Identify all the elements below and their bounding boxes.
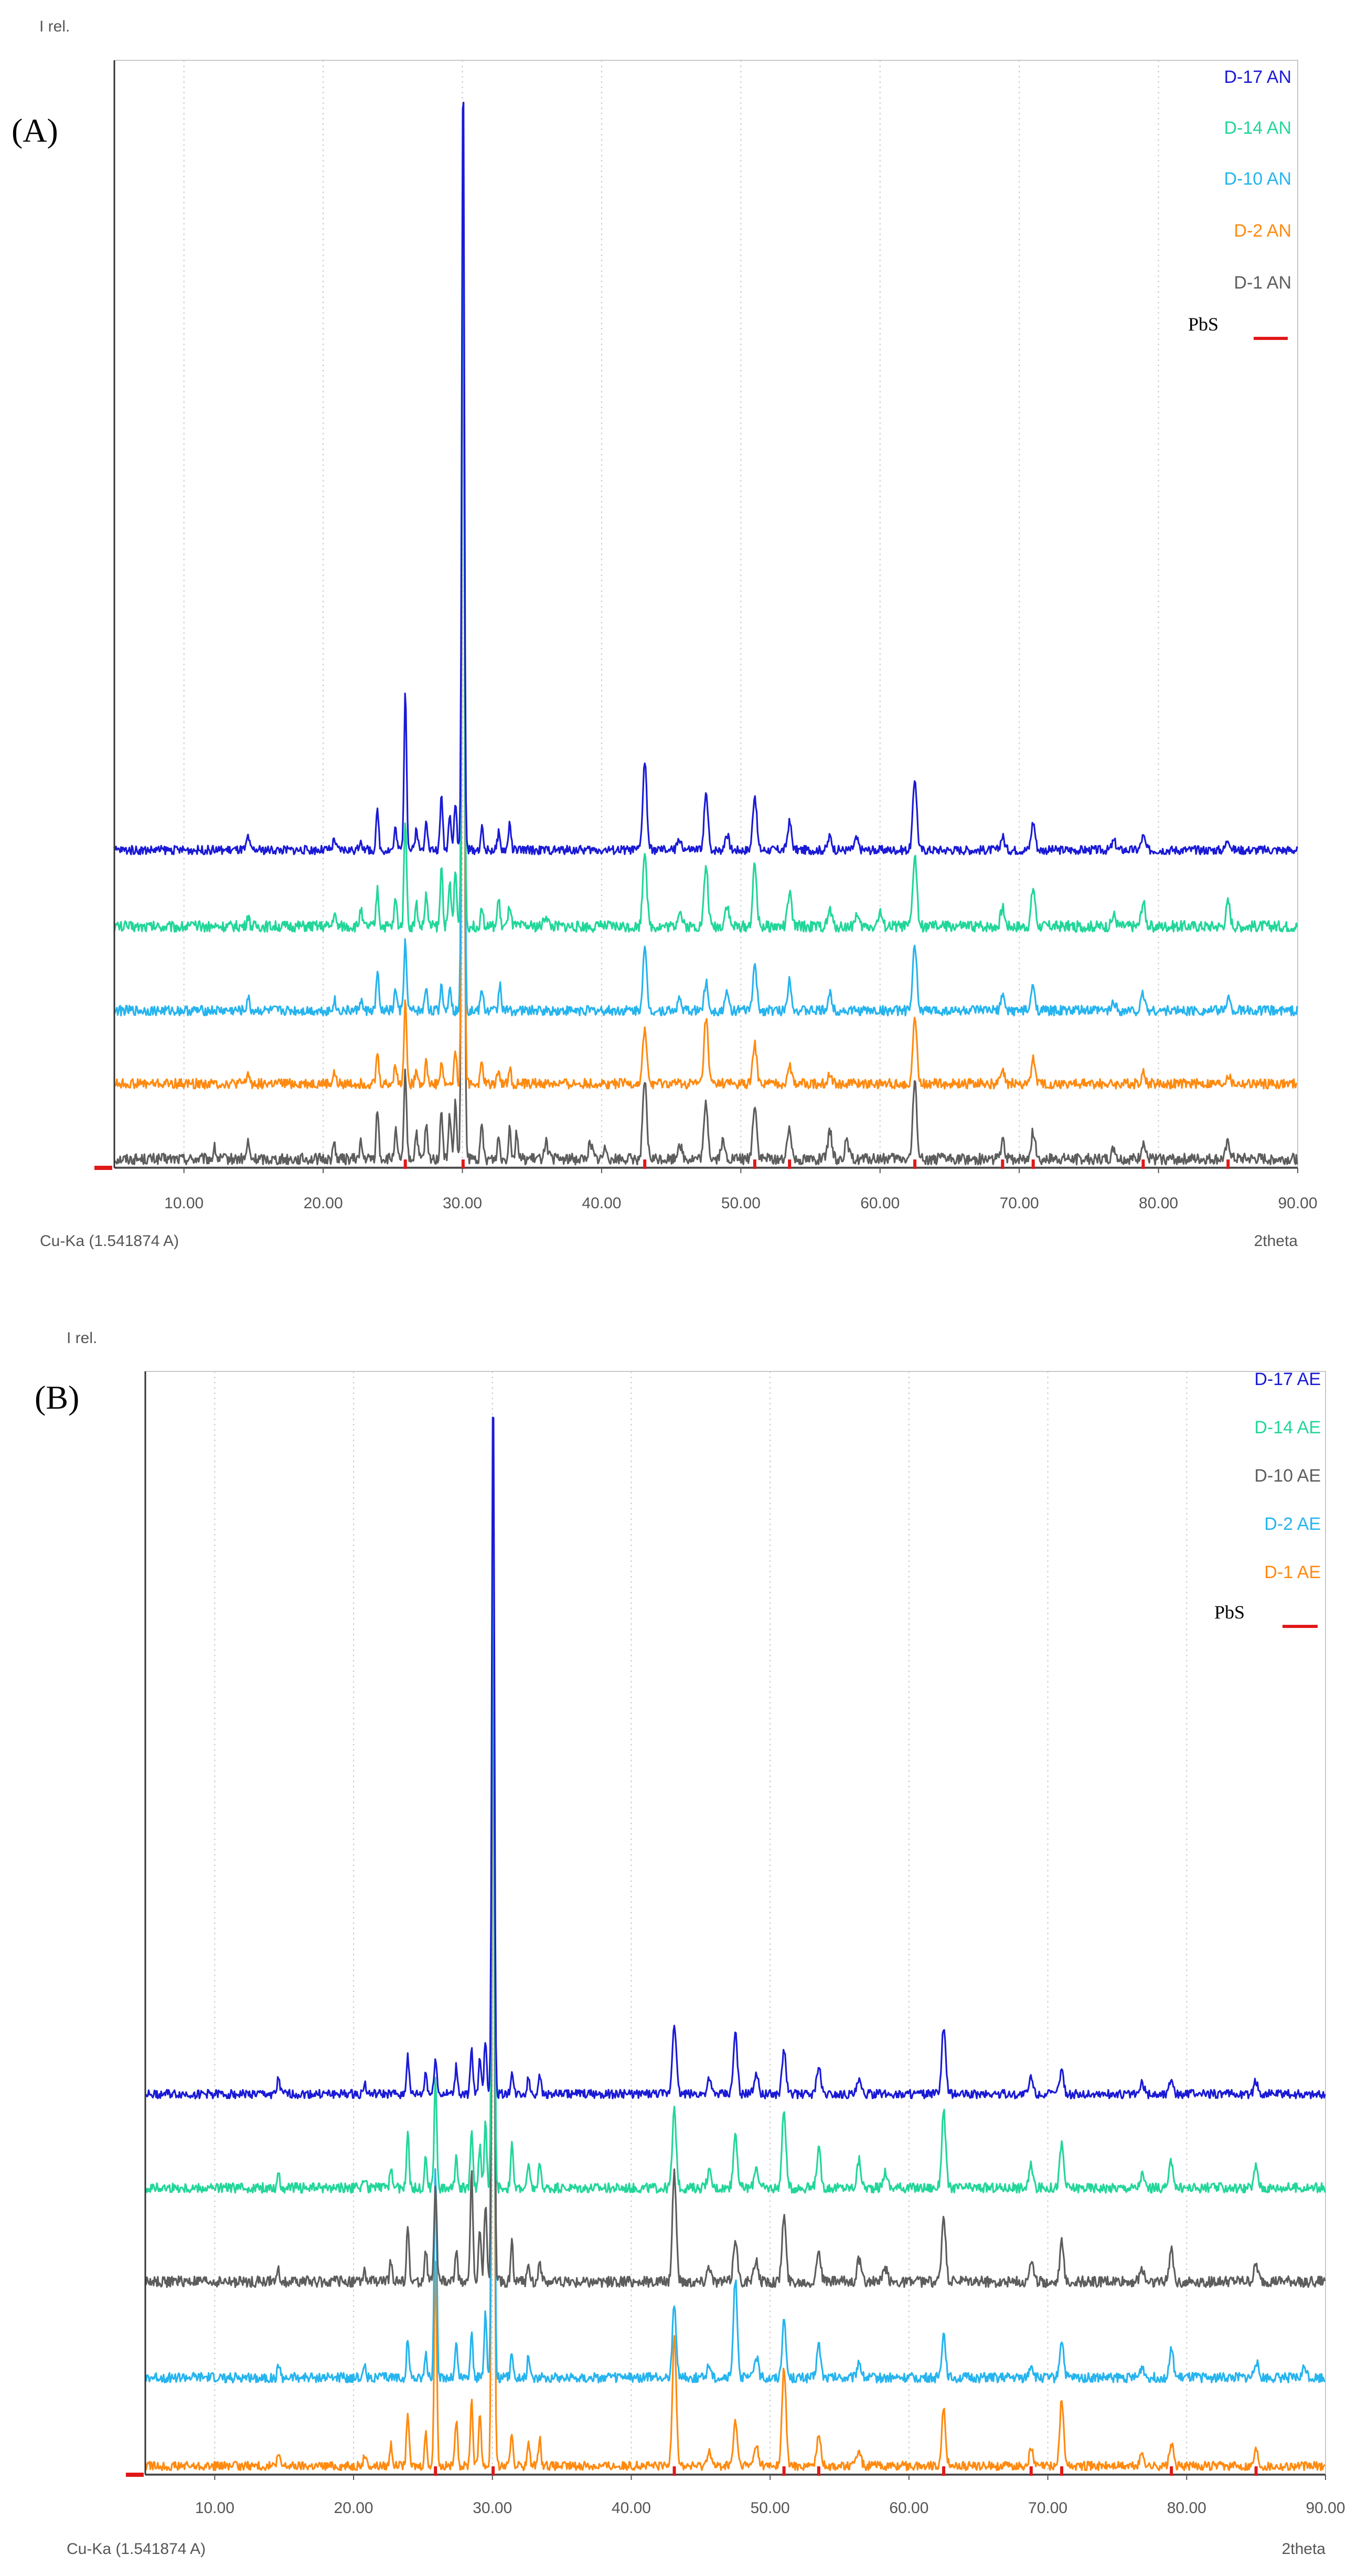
series-line-d-10-ae bbox=[144, 1519, 1326, 2288]
x-tick-label-50.00: 50.00 bbox=[721, 1195, 761, 1212]
series-line-d-17-ae bbox=[145, 1417, 1326, 2100]
panel-b-y-axis-label: I rel. bbox=[67, 1329, 97, 1347]
panel-a-series-lines bbox=[113, 101, 1298, 1166]
panel-b-reference-ticks bbox=[434, 2466, 1258, 2476]
panel-a-x-axis-label: 2theta bbox=[1254, 1232, 1298, 1250]
series-line-d-14-an bbox=[113, 201, 1298, 933]
legend-d1-ae: D-1 AE bbox=[1264, 1562, 1321, 1582]
x-tick-label-30.00: 30.00 bbox=[473, 2499, 512, 2517]
panel-a-label: (A) bbox=[12, 112, 58, 149]
x-tick-label-80.00: 80.00 bbox=[1139, 1195, 1178, 1212]
x-tick-label-60.00: 60.00 bbox=[860, 1195, 900, 1212]
x-tick-label-60.00: 60.00 bbox=[889, 2499, 928, 2517]
panel-b-series-lines bbox=[144, 1417, 1326, 2472]
legend-d17-ae: D-17 AE bbox=[1254, 1369, 1321, 1389]
panel-b-plot-frame bbox=[145, 1371, 1326, 2474]
legend-d14-an: D-14 AN bbox=[1224, 118, 1292, 138]
panel-a-reference-ticks bbox=[403, 1159, 1230, 1169]
x-tick-label-10.00: 10.00 bbox=[164, 1195, 204, 1212]
series-line-d-2-ae bbox=[144, 1592, 1326, 2383]
panel-a-x-ticks: 10.00 20.00 30.00 40.00 50.00 60.00 70.00 80.00… bbox=[164, 1168, 1318, 1212]
legend-d14-ae: D-14 AE bbox=[1254, 1418, 1321, 1438]
legend-d2-ae: D-2 AE bbox=[1264, 1514, 1321, 1534]
legend-d10-ae: D-10 AE bbox=[1254, 1466, 1321, 1486]
x-tick-label-50.00: 50.00 bbox=[751, 2499, 790, 2517]
series-line-d-1-ae bbox=[144, 1680, 1326, 2472]
x-tick-label-90.00: 90.00 bbox=[1306, 2499, 1345, 2517]
x-tick-label-40.00: 40.00 bbox=[612, 2499, 651, 2517]
series-line-d-1-an bbox=[113, 189, 1298, 1166]
panel-a-gridlines bbox=[183, 60, 1159, 1168]
x-tick-label-70.00: 70.00 bbox=[1028, 2499, 1067, 2517]
panel-a-y-axis-label: I rel. bbox=[39, 18, 70, 35]
panel-a-radiation-label: Cu-Ka (1.541874 A) bbox=[40, 1232, 179, 1250]
series-line-d-14-ae bbox=[144, 1506, 1326, 2194]
x-tick-label-30.00: 30.00 bbox=[443, 1195, 482, 1212]
x-tick-label-90.00: 90.00 bbox=[1278, 1195, 1317, 1212]
panel-b-radiation-label: Cu-Ka (1.541874 A) bbox=[67, 2540, 206, 2558]
x-tick-label-80.00: 80.00 bbox=[1167, 2499, 1206, 2517]
x-tick-label-40.00: 40.00 bbox=[582, 1195, 621, 1212]
panel-b: I rel. (B) 10.00 20.00 30.00 40.00 50.00 60.0… bbox=[35, 1329, 1345, 2558]
panel-b-x-axis-label: 2theta bbox=[1282, 2540, 1326, 2558]
legend-pbs-label: PbS bbox=[1214, 1602, 1245, 1623]
panel-a: I rel. (A) 10.00 20.00 30.00 40.00 50.00 60.0… bbox=[12, 18, 1318, 1250]
legend-d2-an: D-2 AN bbox=[1234, 221, 1291, 241]
panel-b-legend: D-17 AE D-14 AE D-10 AE D-2 AE D-1 AE Pb… bbox=[1214, 1369, 1321, 1628]
x-tick-label-10.00: 10.00 bbox=[195, 2499, 234, 2517]
panel-b-gridlines bbox=[214, 1371, 1188, 2475]
panel-b-label: (B) bbox=[35, 1379, 79, 1416]
legend-d1-an: D-1 AN bbox=[1234, 273, 1291, 293]
legend-pbs-label: PbS bbox=[1188, 314, 1219, 335]
panel-a-legend: D-17 AN D-14 AN D-10 AN D-2 AN D-1 AN Pb… bbox=[1188, 67, 1292, 340]
series-line-d-10-an bbox=[113, 196, 1298, 1017]
panel-a-plot-frame bbox=[114, 60, 1298, 1167]
x-tick-label-70.00: 70.00 bbox=[1000, 1195, 1039, 1212]
x-tick-label-20.00: 20.00 bbox=[304, 1195, 343, 1212]
series-line-d-17-an bbox=[113, 101, 1298, 856]
legend-d10-an: D-10 AN bbox=[1224, 169, 1292, 189]
panel-b-x-ticks: 10.00 20.00 30.00 40.00 50.00 60.00 70.00 80.00… bbox=[195, 2475, 1345, 2517]
series-line-d-2-an bbox=[114, 275, 1298, 1090]
legend-d17-an: D-17 AN bbox=[1224, 67, 1292, 87]
x-tick-label-20.00: 20.00 bbox=[334, 2499, 373, 2517]
